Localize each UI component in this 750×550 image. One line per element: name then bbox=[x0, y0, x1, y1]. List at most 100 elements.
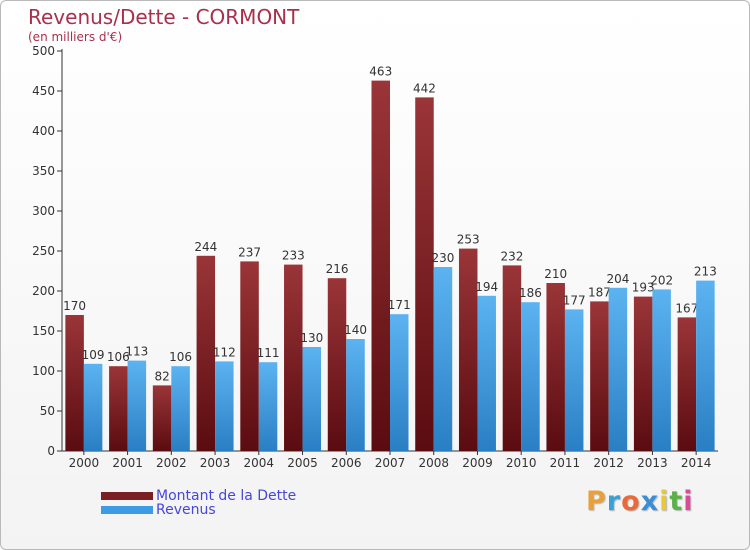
bar-dette bbox=[677, 317, 697, 451]
x-tick-label: 2003 bbox=[200, 456, 231, 470]
x-tick-label: 2006 bbox=[331, 456, 362, 470]
data-label-revenus: 111 bbox=[257, 346, 280, 360]
logo-letter: r bbox=[606, 486, 622, 517]
data-label-revenus: 230 bbox=[432, 251, 455, 265]
data-label-revenus: 112 bbox=[213, 345, 236, 359]
data-label-dette: 232 bbox=[500, 249, 523, 263]
data-label-dette: 237 bbox=[238, 245, 261, 259]
x-tick-label: 2001 bbox=[112, 456, 143, 470]
proxiti-logo: Proxiti bbox=[586, 486, 694, 517]
legend-swatch-revenus bbox=[101, 506, 153, 514]
x-tick-label: 2011 bbox=[550, 456, 581, 470]
logo-letter: x bbox=[640, 486, 660, 517]
bar-revenus bbox=[390, 314, 409, 451]
data-label-revenus: 130 bbox=[300, 331, 323, 345]
data-label-revenus: 194 bbox=[475, 280, 498, 294]
data-label-dette: 244 bbox=[194, 240, 217, 254]
bar-revenus bbox=[477, 295, 496, 451]
data-label-dette: 463 bbox=[369, 65, 392, 79]
data-label-dette: 106 bbox=[107, 350, 130, 364]
bar-revenus bbox=[302, 347, 322, 451]
chart-subtitle: (en milliers d'€) bbox=[28, 30, 123, 44]
logo-letter: i bbox=[659, 486, 670, 517]
y-tick-label: 500 bbox=[32, 44, 55, 58]
x-tick-label: 2002 bbox=[156, 456, 187, 470]
data-label-revenus: 171 bbox=[388, 298, 411, 312]
chart-title: Revenus/Dette - CORMONT bbox=[28, 5, 300, 29]
x-tick-label: 2008 bbox=[418, 456, 449, 470]
x-tick-label: 2007 bbox=[375, 456, 406, 470]
bar-dette bbox=[458, 248, 478, 451]
x-tick-label: 2005 bbox=[287, 456, 318, 470]
bar-dette bbox=[371, 80, 390, 451]
x-tick-label: 2000 bbox=[69, 456, 100, 470]
data-label-revenus: 204 bbox=[606, 272, 629, 286]
y-tick-label: 200 bbox=[32, 284, 55, 298]
legend-item-dette: Montant de la Dette bbox=[101, 488, 296, 504]
bar-dette bbox=[327, 278, 347, 451]
bar-dette bbox=[240, 261, 259, 451]
bar-revenus bbox=[696, 280, 715, 451]
data-label-revenus: 186 bbox=[519, 286, 542, 300]
data-label-dette: 193 bbox=[632, 281, 655, 295]
legend-item-revenus: Revenus bbox=[101, 502, 216, 518]
y-tick-label: 300 bbox=[32, 204, 55, 218]
y-tick-label: 100 bbox=[32, 364, 55, 378]
bar-dette bbox=[65, 315, 84, 451]
bar-revenus bbox=[83, 363, 103, 451]
data-label-dette: 210 bbox=[544, 267, 567, 281]
bar-dette bbox=[502, 265, 522, 451]
x-tick-label: 2013 bbox=[637, 456, 668, 470]
bar-dette bbox=[152, 385, 172, 451]
legend-label-dette: Montant de la Dette bbox=[156, 488, 297, 504]
bar-revenus bbox=[258, 362, 278, 451]
bar-revenus bbox=[433, 267, 453, 451]
bar-revenus bbox=[171, 366, 190, 451]
x-tick-label: 2014 bbox=[681, 456, 712, 470]
logo-letter: o bbox=[621, 486, 641, 517]
x-tick-label: 2009 bbox=[462, 456, 493, 470]
y-tick-label: 250 bbox=[32, 244, 55, 258]
x-tick-label: 2010 bbox=[506, 456, 537, 470]
data-label-revenus: 109 bbox=[82, 348, 105, 362]
y-tick-label: 350 bbox=[32, 164, 55, 178]
legend-label-revenus: Revenus bbox=[156, 502, 216, 518]
bar-dette bbox=[415, 97, 434, 452]
data-label-dette: 187 bbox=[588, 285, 611, 299]
data-label-dette: 167 bbox=[675, 301, 698, 315]
bar-revenus bbox=[521, 302, 540, 451]
data-label-dette: 82 bbox=[154, 369, 169, 383]
bar-revenus bbox=[608, 287, 628, 451]
legend-swatch-dette bbox=[101, 492, 153, 500]
data-label-revenus: 113 bbox=[125, 345, 148, 359]
bar-revenus bbox=[564, 309, 584, 451]
y-tick-label: 0 bbox=[47, 444, 55, 458]
data-label-dette: 170 bbox=[63, 299, 86, 313]
bar-dette bbox=[284, 264, 303, 451]
y-tick-label: 400 bbox=[32, 124, 55, 138]
bar-dette bbox=[196, 255, 216, 451]
bar-dette bbox=[590, 301, 609, 451]
data-label-revenus: 213 bbox=[694, 265, 717, 279]
bar-revenus bbox=[215, 361, 234, 451]
bar-dette bbox=[633, 296, 653, 451]
data-label-revenus: 106 bbox=[169, 350, 192, 364]
data-label-dette: 216 bbox=[326, 262, 349, 276]
data-label-dette: 253 bbox=[457, 233, 480, 247]
x-tick-label: 2012 bbox=[593, 456, 624, 470]
y-tick-label: 150 bbox=[32, 324, 55, 338]
logo-letter: t bbox=[669, 486, 684, 517]
logo-letter: P bbox=[586, 486, 607, 517]
data-label-revenus: 177 bbox=[563, 293, 586, 307]
x-tick-label: 2004 bbox=[244, 456, 275, 470]
y-tick-label: 50 bbox=[40, 404, 55, 418]
bar-dette bbox=[109, 366, 128, 451]
bar-revenus bbox=[652, 289, 671, 451]
bar-dette bbox=[546, 283, 565, 451]
data-label-dette: 233 bbox=[282, 249, 305, 263]
data-label-revenus: 202 bbox=[650, 273, 673, 287]
data-label-dette: 442 bbox=[413, 81, 436, 95]
bar-revenus bbox=[127, 360, 147, 451]
